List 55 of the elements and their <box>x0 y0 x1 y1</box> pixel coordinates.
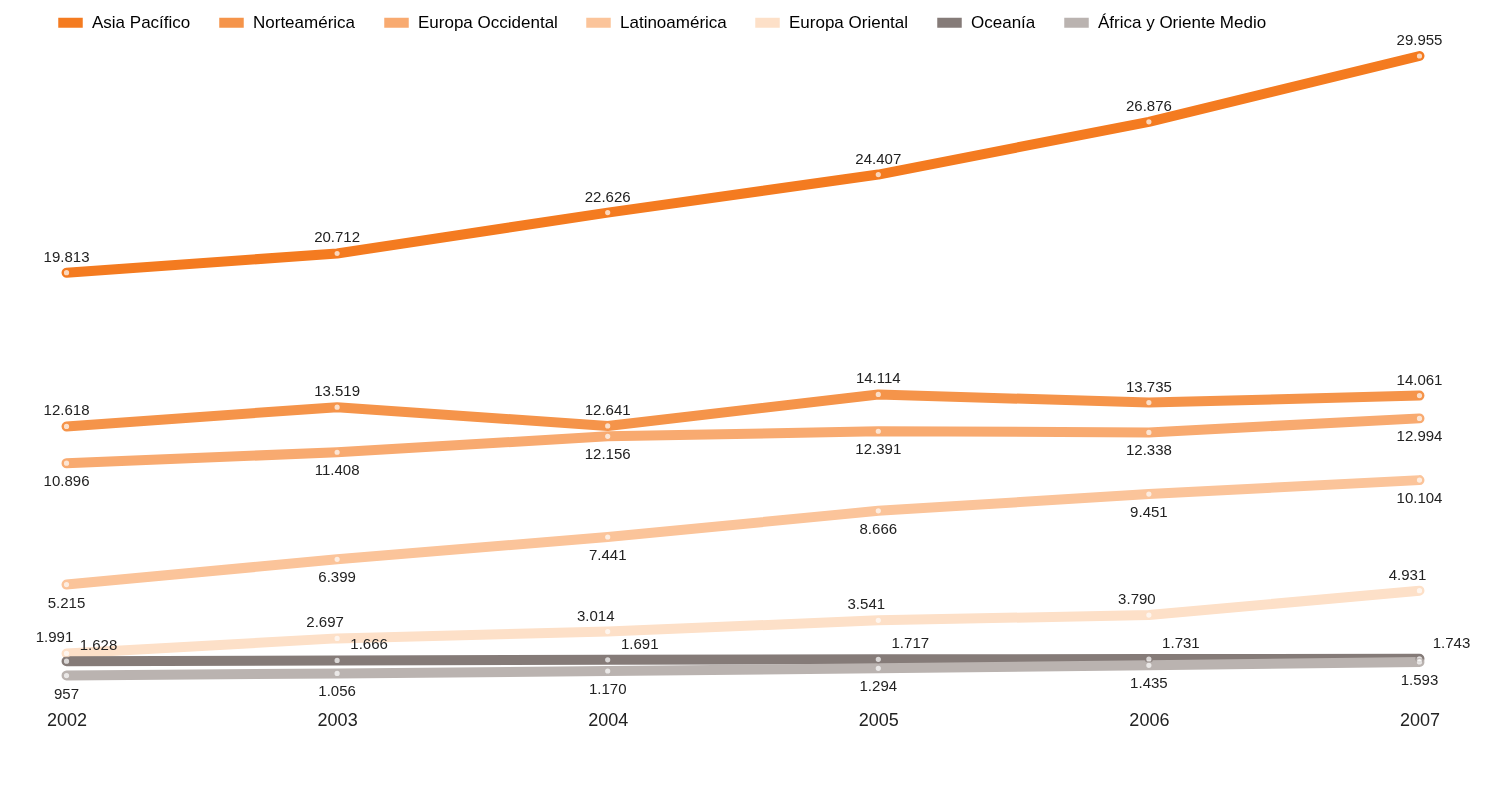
data-label: 7.441 <box>588 546 627 564</box>
x-tick-label: 2007 <box>1399 709 1440 730</box>
data-label: 14.114 <box>855 369 901 387</box>
data-label: 1.991 <box>35 628 74 646</box>
data-label: 1.435 <box>1130 674 1168 692</box>
data-label: 1.731 <box>1162 634 1200 652</box>
x-tick-label: 2003 <box>317 709 358 730</box>
x-tick-label: 2004 <box>588 709 629 730</box>
data-label: 11.408 <box>314 461 360 479</box>
data-label: 1.743 <box>1432 633 1471 651</box>
legend-label: Norteamérica <box>253 12 356 32</box>
data-label: 1.170 <box>588 680 627 697</box>
data-label: 1.056 <box>318 682 356 700</box>
data-label: 12.156 <box>584 445 631 463</box>
data-label: 9.451 <box>1130 503 1168 521</box>
data-label: 26.876 <box>1125 96 1172 114</box>
x-tick-label: 2005 <box>858 709 899 730</box>
data-label: 29.955 <box>1396 31 1443 48</box>
data-label: 1.628 <box>79 636 118 654</box>
data-label: 19.813 <box>43 247 90 265</box>
legend-label: África y Oriente Medio <box>1098 12 1267 32</box>
data-label: 4.931 <box>1388 565 1427 583</box>
data-label: 13.519 <box>314 382 361 400</box>
data-label: 1.294 <box>859 677 898 695</box>
data-label: 8.666 <box>859 519 898 537</box>
data-label: 5.215 <box>47 593 86 611</box>
data-label: 2.697 <box>306 613 344 631</box>
data-label: 1.691 <box>620 634 659 652</box>
data-label: 20.712 <box>314 228 361 246</box>
legend-label: Latinoamérica <box>620 12 728 32</box>
data-label: 12.338 <box>1125 441 1172 459</box>
data-label: 6.399 <box>318 568 356 586</box>
data-label: 10.104 <box>1396 489 1443 507</box>
data-label: 10.896 <box>43 472 90 490</box>
data-label: 3.541 <box>847 595 886 613</box>
data-label: 1.593 <box>1400 670 1439 688</box>
data-label: 12.391 <box>855 440 902 458</box>
data-label: 12.994 <box>1396 427 1443 445</box>
data-label: 1.666 <box>350 635 388 653</box>
data-label: 14.061 <box>1396 370 1443 388</box>
legend-label: Asia Pacífico <box>92 12 191 32</box>
data-label: 24.407 <box>855 149 902 167</box>
data-label: 13.735 <box>1125 377 1172 395</box>
x-tick-label: 2002 <box>47 709 88 730</box>
data-label: 22.626 <box>584 187 631 205</box>
data-label: 12.618 <box>43 401 90 419</box>
data-label: 957 <box>54 684 80 702</box>
data-label: 3.014 <box>576 606 615 624</box>
x-tick-label: 2006 <box>1129 709 1170 730</box>
data-label: 1.717 <box>891 634 930 652</box>
legend-label: Oceanía <box>971 12 1036 32</box>
data-label: 3.790 <box>1118 590 1156 608</box>
legend-label: Europa Oriental <box>789 12 909 32</box>
legend-label: Europa Occidental <box>418 12 558 32</box>
data-label: 12.641 <box>584 400 631 418</box>
